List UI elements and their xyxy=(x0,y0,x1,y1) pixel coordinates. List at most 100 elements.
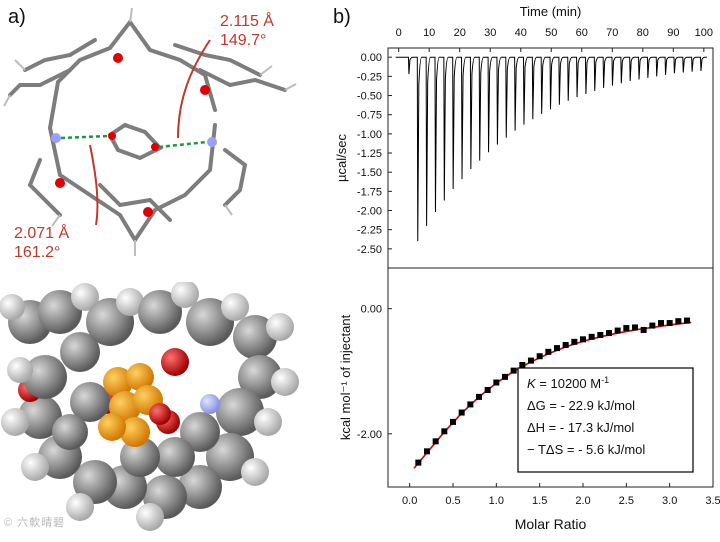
carbon-atom xyxy=(73,460,117,504)
annotation-top-right: 2.115 Å 149.7° xyxy=(220,12,274,50)
hydrogen-atom xyxy=(66,493,94,521)
nitrogen-atom xyxy=(207,137,217,147)
hydrogen-atom xyxy=(136,503,164,531)
data-point xyxy=(623,325,630,332)
top-x-tick-label: 100 xyxy=(695,27,713,39)
hbond-distance: 2.071 Å xyxy=(14,225,70,242)
hydrogen-bond xyxy=(158,140,208,149)
bottom-x-tick-label: 2.0 xyxy=(575,495,590,507)
data-point xyxy=(536,353,543,360)
annotation-leader-line xyxy=(177,39,211,139)
data-point xyxy=(675,318,682,325)
hbond-angle: 149.7° xyxy=(220,32,267,49)
hydrogen-bond xyxy=(60,134,109,140)
top-y-tick-label: -1.50 xyxy=(357,167,382,179)
hydrogen-atom xyxy=(0,294,25,320)
oxygen-atom xyxy=(200,85,210,95)
guest-atom xyxy=(103,367,133,397)
hydrogen-atom xyxy=(254,408,282,436)
data-point xyxy=(597,331,604,338)
legend-box xyxy=(517,367,694,473)
data-point xyxy=(606,330,612,337)
bottom-x-tick-label: 3.0 xyxy=(662,495,677,507)
data-point xyxy=(545,348,552,355)
oxygen-atom xyxy=(151,143,159,151)
hbond-angle: 161.2° xyxy=(14,244,61,261)
top-y-tick-label: -0.50 xyxy=(357,91,382,103)
carbon-atom xyxy=(60,332,100,372)
oxygen-atom xyxy=(113,53,123,63)
panel-a-label: a) xyxy=(8,6,26,28)
top-x-axis-label: Time (min) xyxy=(520,4,582,19)
data-point xyxy=(588,333,595,340)
data-point xyxy=(649,322,656,329)
data-point xyxy=(493,379,500,386)
top-y-tick-label: -0.25 xyxy=(357,71,382,83)
hydrogen-atom xyxy=(116,288,144,316)
stick-model xyxy=(3,7,297,256)
legend-line: ΔG = - 22.9 kJ/mol xyxy=(527,398,635,413)
nitrogen-atom xyxy=(200,394,220,414)
top-y-tick-label: -1.25 xyxy=(357,148,382,160)
data-point xyxy=(658,320,664,327)
top-y-tick-label: -2.00 xyxy=(357,206,382,218)
bottom-x-tick-label: 3.5 xyxy=(705,495,720,507)
bottom-x-tick-label: 1.0 xyxy=(489,495,504,507)
data-point xyxy=(458,409,465,416)
bottom-y-tick-label: 0.00 xyxy=(361,304,382,316)
top-x-tick-label: 90 xyxy=(667,27,679,39)
data-point xyxy=(510,367,517,374)
oxygen-atom xyxy=(55,178,65,188)
oxygen-atom xyxy=(108,132,116,140)
top-y-tick-label: -0.75 xyxy=(357,110,382,122)
top-x-tick-label: 50 xyxy=(545,27,557,39)
data-point xyxy=(415,459,422,466)
top-x-tick-label: 10 xyxy=(423,27,435,39)
data-point xyxy=(528,357,534,364)
top-x-tick-label: 60 xyxy=(576,27,588,39)
guest-atom xyxy=(120,417,150,447)
top-y-tick-label: -2.50 xyxy=(357,244,382,256)
data-point xyxy=(484,387,491,394)
top-y-axis-label: µcal/sec xyxy=(334,134,349,182)
annotation-bottom-left: 2.071 Å 161.2° xyxy=(14,224,69,262)
top-x-tick-label: 80 xyxy=(637,27,649,39)
data-point xyxy=(502,373,508,380)
space-filling-model xyxy=(0,282,299,531)
top-x-tick-label: 40 xyxy=(515,27,527,39)
guest-atom xyxy=(98,413,126,441)
carbon-atom xyxy=(70,382,110,422)
hydrogen-atom xyxy=(271,368,299,396)
hbond-distance: 2.115 Å xyxy=(220,13,274,30)
legend-line: − TΔS = - 5.6 kJ/mol xyxy=(527,442,645,457)
data-point xyxy=(450,418,456,425)
data-point xyxy=(432,438,439,445)
carbon-atom xyxy=(216,388,264,436)
bottom-x-tick-label: 0.0 xyxy=(402,495,417,507)
data-point xyxy=(571,338,578,345)
legend-line-k: K = 10200 M-1 xyxy=(527,375,609,391)
carbon-atom xyxy=(178,465,222,509)
data-point xyxy=(467,401,474,408)
carbon-atom xyxy=(18,395,62,439)
hydrogen-atom xyxy=(241,458,269,486)
data-point xyxy=(666,320,673,327)
hydrogen-atom xyxy=(1,408,29,436)
carbon-atom xyxy=(238,355,282,399)
guest-atom xyxy=(126,363,154,391)
data-point xyxy=(580,336,586,343)
molecular-structures: 2.115 Å 149.7° 2.071 Å 161.2° © 六軟晴碧 xyxy=(0,0,320,537)
carbon-atom xyxy=(23,355,67,399)
oxygen-atom xyxy=(161,348,189,376)
nitrogen-atom xyxy=(51,133,61,143)
oxygen-atom xyxy=(149,403,171,425)
top-x-tick-label: 20 xyxy=(454,27,466,39)
data-point xyxy=(562,341,569,348)
carbon-atom xyxy=(38,290,82,334)
hydrogen-atom xyxy=(221,293,249,321)
hydrogen-atom xyxy=(7,357,33,383)
data-point xyxy=(424,448,430,455)
annotation-leader-line xyxy=(89,144,99,226)
thermogram-trace xyxy=(395,56,707,242)
carbon-atom xyxy=(180,412,220,452)
